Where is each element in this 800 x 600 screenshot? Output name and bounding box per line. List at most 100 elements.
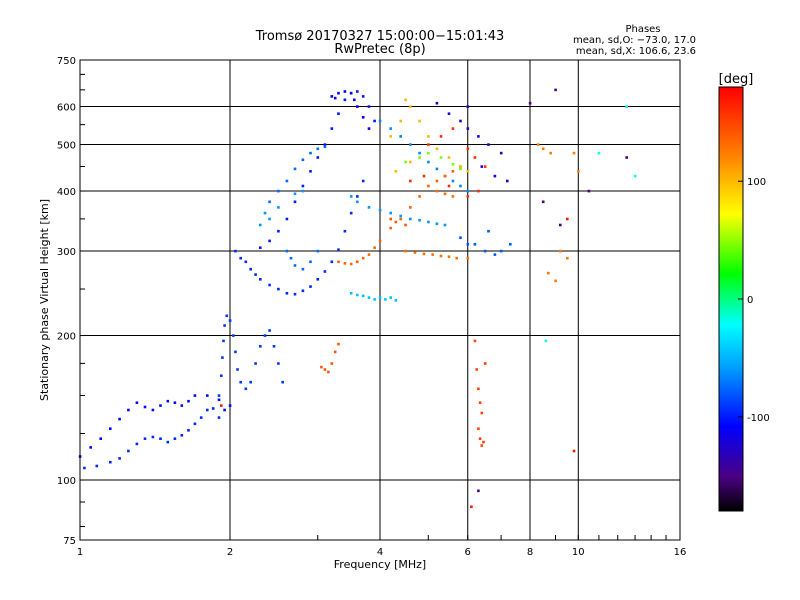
data-point (159, 437, 162, 440)
data-point (293, 200, 297, 204)
data-point (439, 254, 443, 258)
data-point (193, 394, 197, 397)
data-point (259, 278, 262, 281)
data-point (259, 345, 262, 348)
y-axis-ticks: 75 100 200 300 400 500 600 750 (57, 56, 85, 547)
data-point (268, 283, 271, 287)
plot-area: 1 2 4 6 8 10 16 75 100 200 300 400 500 600 750 (57, 56, 686, 558)
y-tick-label: 100 (57, 476, 76, 487)
data-point (333, 350, 337, 354)
data-point (451, 163, 455, 166)
data-point (427, 220, 430, 224)
data-point (193, 422, 197, 426)
data-point (239, 256, 242, 260)
data-point (475, 368, 478, 371)
data-point (228, 319, 232, 322)
data-point (244, 260, 248, 264)
x-tick-label: 1 (77, 547, 83, 558)
data-point (353, 98, 356, 102)
data-point (499, 249, 503, 253)
data-point (316, 249, 320, 253)
data-point (211, 407, 215, 410)
data-point (83, 466, 86, 470)
data-point (293, 192, 297, 196)
data-point (259, 246, 262, 249)
data-point (225, 314, 229, 318)
data-point (330, 260, 334, 264)
x-tick-label: 8 (527, 547, 533, 558)
data-point (427, 143, 430, 146)
data-point (480, 411, 484, 415)
data-point (244, 387, 248, 391)
data-point (373, 298, 376, 301)
data-point (180, 404, 184, 407)
data-point (477, 387, 480, 391)
data-point (499, 151, 503, 155)
data-point (477, 489, 480, 493)
data-point (320, 365, 323, 369)
data-point (135, 442, 139, 446)
data-point (217, 398, 221, 402)
data-point (477, 189, 480, 193)
data-point (95, 464, 99, 468)
data-point (285, 292, 289, 295)
data-point (389, 226, 392, 230)
data-point (447, 255, 451, 258)
data-point (409, 206, 412, 209)
data-point (435, 222, 439, 226)
x-tick-label: 10 (572, 547, 585, 558)
data-point (199, 416, 203, 419)
stats-x-line: mean, sd,X: 106.6, 23.6 (576, 46, 696, 57)
data-point (228, 404, 232, 407)
x-tick-label: 4 (377, 547, 383, 558)
data-point (166, 399, 170, 403)
data-point (404, 160, 407, 164)
data-point (316, 156, 320, 159)
data-point (554, 88, 557, 92)
data-point (373, 119, 376, 123)
data-point (394, 170, 398, 173)
data-point (439, 156, 443, 159)
data-point (301, 184, 305, 188)
data-point (378, 208, 382, 212)
data-point (277, 189, 280, 193)
data-point (482, 440, 485, 444)
data-point (399, 214, 402, 218)
data-point (323, 368, 327, 371)
data-point (151, 408, 155, 412)
x-axis-label: Frequency [MHz] (334, 558, 426, 571)
data-point (234, 249, 237, 253)
data-point (361, 95, 365, 98)
data-point (309, 285, 312, 288)
data-point (367, 105, 371, 108)
data-point (487, 143, 490, 146)
data-point (466, 147, 470, 151)
data-point (466, 243, 470, 246)
data-point (587, 189, 591, 193)
data-point (435, 189, 439, 193)
data-point (223, 408, 226, 412)
data-point (343, 229, 347, 233)
data-point (459, 119, 462, 123)
data-point (217, 416, 221, 419)
data-point (447, 156, 451, 159)
data-point (301, 267, 305, 271)
data-point (263, 211, 267, 215)
data-point (143, 437, 147, 440)
colorbar-tick-label: 0 (747, 295, 753, 306)
y-tick-label: 750 (57, 56, 76, 67)
data-point (356, 200, 359, 204)
data-point (249, 267, 252, 271)
data-point (349, 292, 353, 295)
x-tick-label: 6 (465, 547, 471, 558)
data-point (349, 262, 353, 266)
data-point (301, 289, 305, 293)
data-point (220, 404, 223, 407)
data-point (483, 362, 487, 365)
data-point (435, 101, 439, 105)
data-point (633, 174, 637, 178)
data-point (236, 368, 239, 371)
data-point (404, 98, 407, 102)
data-point (234, 350, 237, 354)
data-point (268, 329, 271, 332)
